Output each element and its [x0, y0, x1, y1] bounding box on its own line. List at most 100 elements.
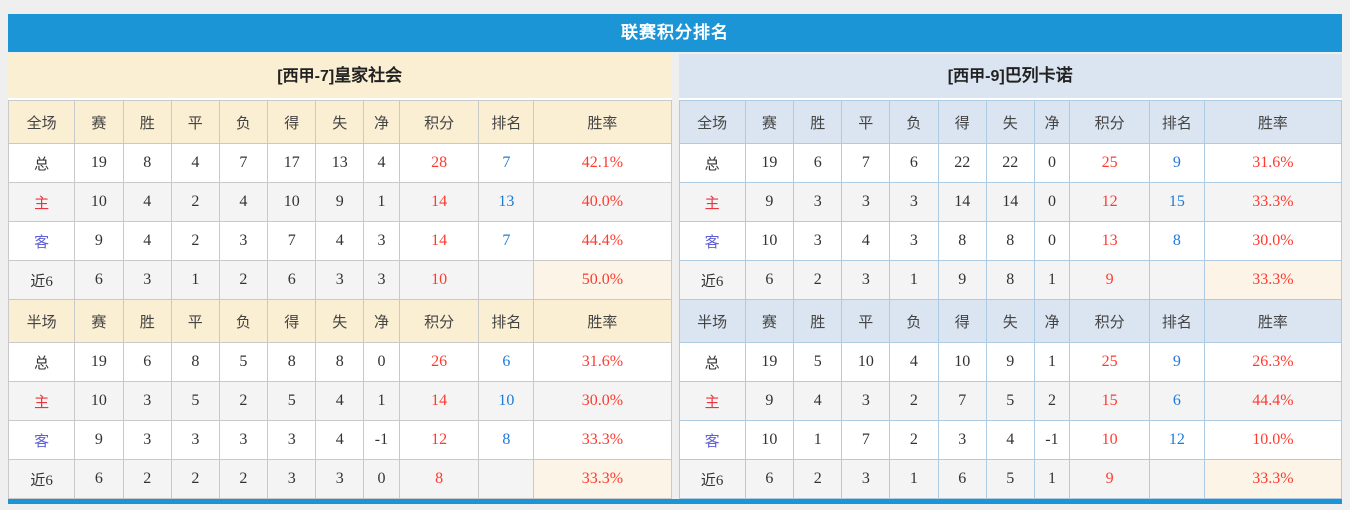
team-block-left: [西甲-7]皇家社会 全场赛胜平负得失净积分 排名 胜率总 19 8 4 7 17 13 4 28 7…: [7, 54, 672, 499]
stat-cell: 2: [170, 221, 220, 261]
stat-cell: 19: [744, 143, 795, 183]
stat-cell: 2: [218, 381, 269, 421]
column-header: 胜: [793, 100, 843, 144]
row-label: 近6: [7, 260, 76, 300]
halftime-header-row: 半场赛胜平负得失净积分 排名 胜率: [7, 299, 672, 343]
stat-cell: 4: [315, 381, 365, 421]
stat-cell: 6: [122, 342, 172, 382]
stat-cell: 2: [170, 182, 220, 222]
stat-cell: 3: [841, 381, 891, 421]
stat-cell: 1: [1033, 260, 1071, 300]
stat-cell: 9: [74, 420, 124, 460]
points-cell: 9: [1069, 459, 1150, 499]
stat-cell: -1: [1033, 420, 1071, 460]
points-cell: 26: [398, 342, 480, 382]
column-header: 胜率: [533, 100, 672, 144]
stat-cell: 2: [793, 260, 843, 300]
column-header: 失: [315, 100, 365, 144]
winrate-cell: 30.0%: [533, 381, 672, 421]
column-header: 胜率: [1203, 299, 1343, 343]
stat-cell: 10: [267, 182, 317, 222]
column-header: 积分: [1069, 100, 1150, 144]
column-header: 排名: [1148, 100, 1205, 144]
column-header: 胜率: [533, 299, 672, 343]
column-header: 半场: [7, 299, 76, 343]
stat-cell: 3: [218, 221, 269, 261]
column-header: 净: [363, 100, 400, 144]
team-header-left: [西甲-7]皇家社会: [8, 54, 672, 100]
winrate-cell: 33.3%: [1203, 459, 1343, 499]
column-header: 赛: [74, 100, 124, 144]
stat-cell: 5: [985, 459, 1035, 499]
stat-cell: 7: [841, 420, 891, 460]
stat-cell: 1: [170, 260, 220, 300]
stat-cell: 1: [363, 182, 400, 222]
stat-cell: 19: [74, 143, 124, 183]
stat-cell: 1: [889, 260, 939, 300]
stat-cell: 6: [793, 143, 843, 183]
winrate-cell: 50.0%: [533, 260, 672, 300]
column-header: 胜: [122, 100, 172, 144]
stats-table-left: 全场赛胜平负得失净积分 排名 胜率总 19 8 4 7 17 13 4 28 7 42.1% 主 10 4 2 4…: [7, 100, 672, 499]
column-header: 全场: [7, 100, 76, 144]
rank-cell: 12: [1148, 420, 1205, 460]
rank-cell: 8: [478, 420, 535, 460]
stat-cell: 4: [363, 143, 400, 183]
column-header: 负: [889, 299, 939, 343]
stat-cell: 4: [122, 221, 172, 261]
points-cell: 14: [398, 381, 480, 421]
stat-cell: 7: [937, 381, 987, 421]
stat-cell: 10: [74, 381, 124, 421]
stat-cell: 2: [889, 381, 939, 421]
stat-cell: 3: [889, 182, 939, 222]
stat-cell: 3: [841, 459, 891, 499]
stat-cell: 4: [841, 221, 891, 261]
column-header: 失: [985, 100, 1035, 144]
column-header: 平: [841, 100, 891, 144]
column-header: 得: [267, 100, 317, 144]
stat-cell: 4: [793, 381, 843, 421]
stat-cell: 0: [1033, 143, 1071, 183]
column-header: 失: [985, 299, 1035, 343]
row-label: 主: [678, 381, 746, 421]
stat-cell: 0: [1033, 182, 1071, 222]
column-header: 胜率: [1203, 100, 1343, 144]
points-cell: 25: [1069, 342, 1150, 382]
stat-cell: 3: [937, 420, 987, 460]
team-name-left: 皇家社会: [334, 66, 403, 85]
stat-cell: 3: [218, 420, 269, 460]
stat-cell: 17: [267, 143, 317, 183]
points-cell: 12: [1069, 182, 1150, 222]
points-cell: 9: [1069, 260, 1150, 300]
table-row-away: 客 10 3 4 3 8 8 0 13 8 30.0%: [678, 221, 1343, 261]
stat-cell: 8: [985, 260, 1035, 300]
rank-cell: 7: [478, 143, 535, 183]
stat-cell: 8: [170, 342, 220, 382]
winrate-cell: 10.0%: [1203, 420, 1343, 460]
rank-cell: 10: [478, 381, 535, 421]
rank-cell: 8: [1148, 221, 1205, 261]
stat-cell: 3: [122, 420, 172, 460]
stat-cell: 3: [793, 182, 843, 222]
winrate-cell: 40.0%: [533, 182, 672, 222]
stat-cell: 4: [218, 182, 269, 222]
points-cell: 10: [1069, 420, 1150, 460]
stat-cell: 6: [74, 260, 124, 300]
stat-cell: 6: [744, 260, 795, 300]
table-row-recent: 近6 6 3 1 2 6 3 3 10 50.0%: [7, 260, 672, 300]
column-header: 积分: [398, 100, 480, 144]
table-row-home: 主 9 3 3 3 14 14 0 12 15 33.3%: [678, 182, 1343, 222]
table-row-away: 客 9 3 3 3 3 4 -1 12 8 33.3%: [7, 420, 672, 460]
column-header: 得: [937, 100, 987, 144]
stat-cell: 3: [363, 221, 400, 261]
row-label: 主: [678, 182, 746, 222]
stat-cell: 0: [363, 342, 400, 382]
rank-cell: [478, 459, 535, 499]
stat-cell: 1: [363, 381, 400, 421]
stat-cell: 4: [889, 342, 939, 382]
stat-cell: 19: [744, 342, 795, 382]
row-label: 近6: [7, 459, 76, 499]
row-label: 近6: [678, 459, 746, 499]
team-block-right: [西甲-9]巴列卡诺 全场赛胜平负得失净积分 排名 胜率总 19 6 7 6 22 22 0 25 9…: [678, 54, 1343, 499]
column-header: 积分: [1069, 299, 1150, 343]
